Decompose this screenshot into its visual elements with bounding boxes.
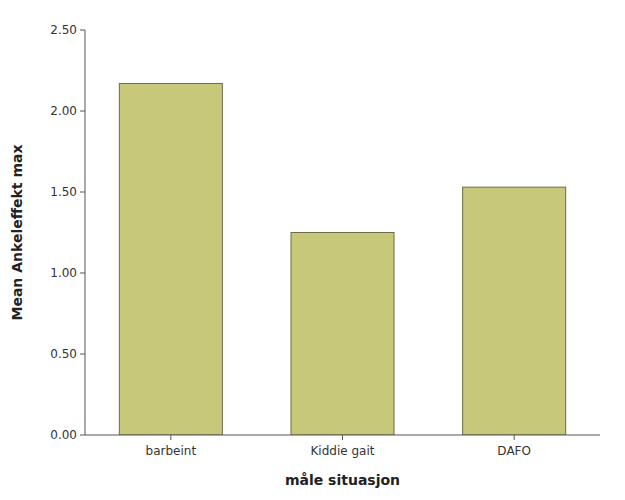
y-tick-label: 1.50 [50,185,77,199]
x-tick-label: barbeint [146,444,197,458]
x-axis: barbeint Kiddie gait DAFO [85,435,600,458]
x-tick [514,435,515,440]
y-tick [80,435,85,436]
bar [463,187,566,435]
y-tick-label: 1.00 [50,266,77,280]
bar [291,233,394,436]
bar [119,83,222,435]
x-tick-label: DAFO [497,444,531,458]
chart-container: 0.00 0.50 1.00 1.50 2.00 2.50 barbeint Kiddie g… [0,0,625,500]
y-tick-label: 0.00 [50,428,77,442]
x-axis-label: måle situasjon [285,472,400,488]
x-tick [170,435,171,440]
y-tick-label: 2.00 [50,104,77,118]
y-tick [80,111,85,112]
x-tick [342,435,343,440]
y-tick [80,192,85,193]
y-tick-label: 2.50 [50,23,77,37]
bars [119,83,565,435]
x-tick-label: Kiddie gait [311,444,375,458]
y-tick-label: 0.50 [50,347,77,361]
y-tick [80,273,85,274]
y-tick [80,354,85,355]
chart: 0.00 0.50 1.00 1.50 2.00 2.50 barbeint Kiddie g… [0,0,625,500]
y-axis-line [85,30,86,435]
y-axis-label: Mean Ankeleffekt max [9,144,25,320]
y-tick [80,30,85,31]
y-axis: 0.00 0.50 1.00 1.50 2.00 2.50 [50,23,85,442]
